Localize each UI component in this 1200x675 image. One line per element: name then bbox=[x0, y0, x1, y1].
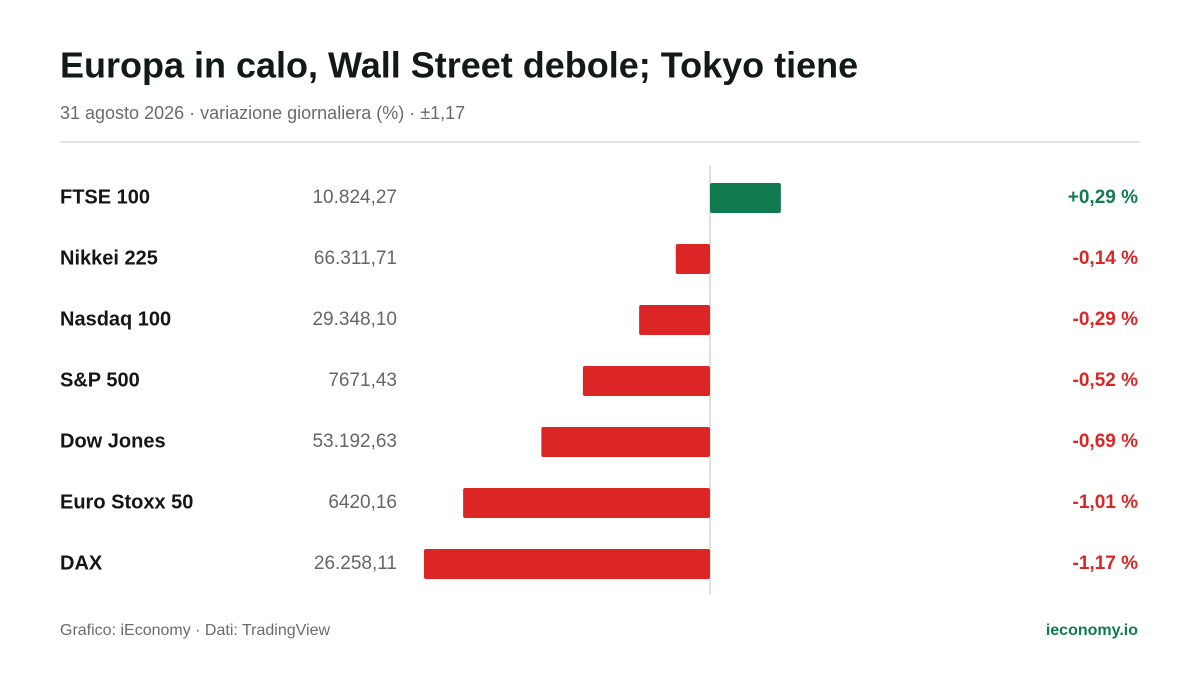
bar bbox=[675, 244, 710, 274]
value-label: -0,29 % bbox=[1073, 309, 1139, 330]
index-level: 6420,16 bbox=[328, 492, 397, 513]
index-name: Euro Stoxx 50 bbox=[60, 491, 193, 513]
bar bbox=[541, 427, 710, 457]
value-label: -1,17 % bbox=[1073, 553, 1139, 574]
index-level: 26.258,11 bbox=[314, 553, 397, 574]
index-name: S&P 500 bbox=[60, 369, 140, 391]
bar bbox=[424, 549, 710, 579]
index-name: Nikkei 225 bbox=[60, 247, 158, 269]
bar bbox=[710, 183, 781, 213]
index-name: DAX bbox=[60, 552, 103, 574]
index-level: 53.192,63 bbox=[312, 431, 397, 452]
index-name: FTSE 100 bbox=[60, 186, 150, 208]
index-level: 7671,43 bbox=[328, 370, 397, 391]
value-label: +0,29 % bbox=[1068, 187, 1138, 208]
value-label: -0,14 % bbox=[1073, 248, 1139, 269]
value-label: -0,69 % bbox=[1073, 431, 1139, 452]
source: Grafico: iEconomy · Dati: TradingView bbox=[60, 622, 330, 639]
index-name: Dow Jones bbox=[60, 430, 166, 452]
index-level: 10.824,27 bbox=[312, 187, 397, 208]
brand: ieconomy.io bbox=[1046, 622, 1138, 639]
chart-subtitle: 31 agosto 2026 · variazione giornaliera … bbox=[60, 103, 465, 123]
index-level: 66.311,71 bbox=[314, 248, 397, 269]
index-name: Nasdaq 100 bbox=[60, 308, 171, 330]
bar bbox=[582, 366, 710, 396]
bar bbox=[463, 488, 710, 518]
chart-title: Europa in calo, Wall Street debole; Toky… bbox=[60, 45, 858, 86]
bar bbox=[639, 305, 710, 335]
value-label: -1,01 % bbox=[1073, 492, 1139, 513]
index-level: 29.348,10 bbox=[312, 309, 397, 330]
value-label: -0,52 % bbox=[1073, 370, 1139, 391]
